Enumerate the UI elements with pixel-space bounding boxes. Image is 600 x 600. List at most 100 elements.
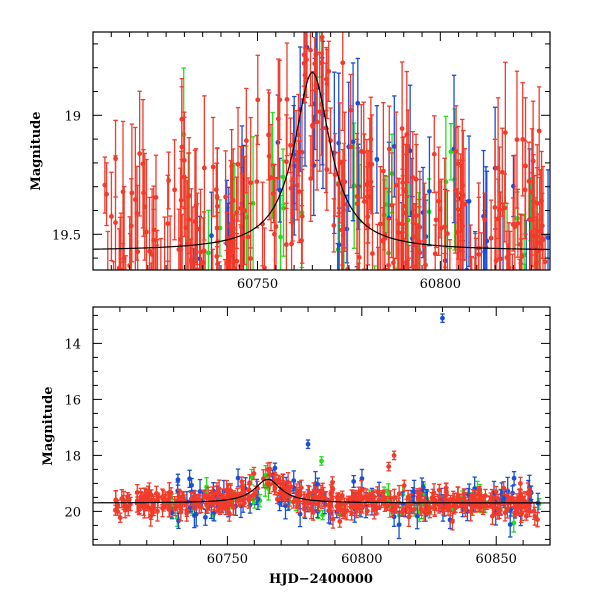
data-point-red [392,257,397,270]
data-point-red [469,255,474,270]
data-point-red [289,180,294,270]
data-point-red [288,117,293,174]
data-point-red [354,132,360,270]
data-point-red [518,476,523,491]
data-point-red [399,61,405,196]
data-point-blue [427,136,432,247]
data-point-red [406,507,412,527]
data-point-red [151,185,157,270]
data-point-red [275,58,281,180]
data-point-red [208,313,213,378]
data-point-red [273,176,279,270]
data-point-red [308,32,313,107]
data-point-red [230,148,236,253]
data-point-red [476,307,481,382]
data-point-red [542,234,548,270]
top-data-layer [93,32,550,416]
data-point-red [432,499,437,512]
data-point-red [297,486,303,505]
data-point-red [102,156,108,214]
data-point-red [392,503,398,514]
model-curve [93,478,550,504]
data-point-red [529,172,535,267]
data-point-red [165,174,171,270]
data-point-red [540,165,546,270]
data-point-red [370,185,375,270]
data-point-blue [440,313,445,324]
data-point-red [145,292,150,356]
data-point-red [155,500,160,522]
data-point-red [523,97,528,235]
data-point-red [342,111,348,252]
data-point-red [482,192,487,247]
data-point-red [405,109,411,184]
data-point-red [163,493,169,507]
data-point-red [200,217,206,270]
data-point-red [326,499,332,511]
top-panel: 60750 60800 19 19.5 Magnitude [29,31,551,416]
y-tick-label: 14 [64,337,81,352]
bottom-data-layer [93,313,550,540]
x-tick-label: 60850 [476,552,517,567]
data-point-red [265,479,270,489]
data-point-red [488,199,494,270]
data-point-red [167,215,173,270]
data-point-red [227,506,232,522]
data-point-red [495,97,501,240]
data-point-red [162,216,167,270]
data-point-red [515,188,521,258]
data-point-red [378,165,383,270]
data-point-red [198,188,204,270]
data-point-red [137,90,143,217]
data-point-red [151,503,157,514]
data-point-red [166,151,172,210]
data-point-red [361,313,366,380]
data-point-red [326,40,332,103]
data-point-red [518,213,523,270]
data-point-red [490,496,496,516]
data-point-red [222,258,228,270]
data-point-red [406,257,412,270]
data-point-red [418,501,424,517]
data-point-red [410,130,416,224]
data-point-red [210,116,216,218]
data-point-red [414,144,419,270]
data-point-green [522,263,527,270]
data-point-red [447,239,453,270]
data-point-blue [511,296,516,416]
data-point-red [217,261,222,270]
data-point-red [356,262,361,270]
data-point-red [415,488,420,497]
data-point-red [506,222,512,270]
data-point-red [254,480,260,495]
data-point-red [215,493,220,513]
data-point-red [231,499,236,516]
bottom-x-axis-label: HJD−2400000 [269,572,373,587]
data-point-red [495,507,501,520]
data-point-blue [502,288,507,348]
data-point-red [210,248,215,270]
data-point-red [268,123,274,232]
data-point-red [444,486,449,503]
data-point-blue [473,300,478,360]
data-point-blue [350,62,356,222]
data-point-red [514,70,520,209]
data-point-blue [511,470,517,486]
data-point-blue [396,510,402,540]
data-point-red [184,503,190,517]
data-point-red [437,180,443,239]
data-point-red [526,141,532,222]
data-point-red [383,267,388,270]
data-point-red [194,192,200,266]
data-point-blue [355,57,361,149]
data-point-red [260,181,265,267]
data-point-red [283,202,289,270]
data-point-green [410,250,415,270]
data-point-red [431,115,437,194]
data-point-red [452,126,458,254]
data-point-red [515,503,521,515]
data-point-red [319,32,325,130]
data-point-blue [518,262,523,270]
data-point-red [396,484,402,503]
data-point-blue [305,439,311,450]
